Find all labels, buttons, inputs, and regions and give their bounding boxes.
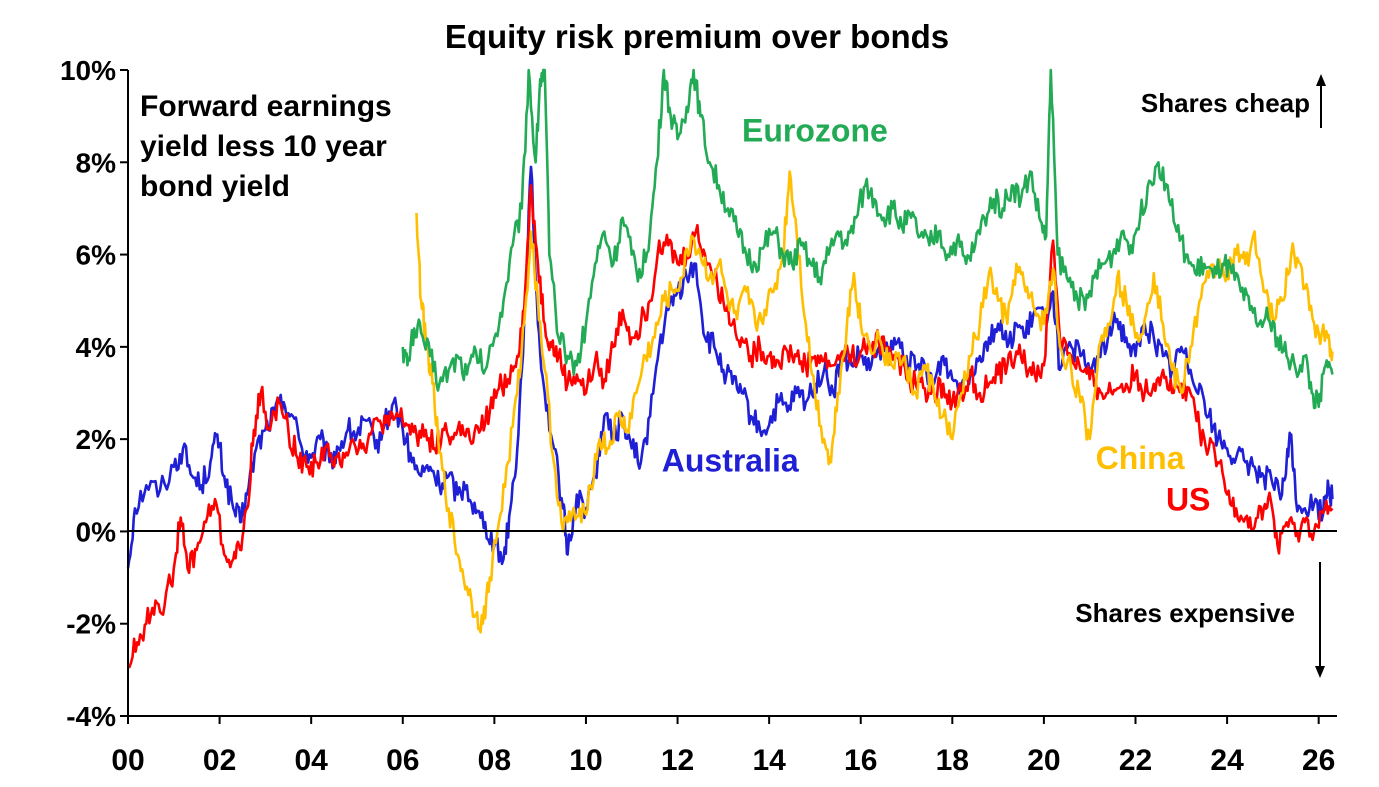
y-axis-ticks: -4% -2% 0% 2% 4% 6% 8% 10%: [60, 55, 128, 732]
chart-title: Equity risk premium over bonds: [445, 18, 949, 55]
y-tick-label: 2%: [76, 424, 117, 455]
x-tick-label: 00: [111, 744, 144, 777]
shares-cheap-label: Shares cheap: [1141, 88, 1310, 118]
x-tick-label: 02: [203, 744, 236, 777]
series-line-china: [415, 170, 1334, 634]
subtitle-line-3: bond yield: [140, 170, 290, 203]
x-tick-label: 16: [844, 744, 877, 777]
series-line-eurozone: [401, 68, 1334, 410]
series-labels: Eurozone Australia China US: [662, 113, 1211, 518]
y-tick-label: 0%: [76, 516, 117, 547]
y-tick-label: 4%: [76, 332, 117, 363]
series-line-us: [127, 184, 1334, 669]
series-line-australia: [126, 165, 1334, 569]
series-label-eurozone: Eurozone: [742, 113, 888, 149]
x-axis-ticks: 00 02 04 06 08 10 12 14 16 18 20 22 24 26: [111, 716, 1335, 777]
y-tick-label: -2%: [66, 609, 116, 640]
x-tick-label: 26: [1302, 744, 1335, 777]
x-tick-label: 24: [1210, 744, 1244, 777]
x-tick-label: 06: [386, 744, 419, 777]
x-tick-label: 12: [661, 744, 694, 777]
x-tick-label: 14: [752, 744, 786, 777]
subtitle-annotation: Forward earnings yield less 10 year bond…: [140, 90, 392, 203]
series-label-us: US: [1166, 482, 1210, 518]
subtitle-line-2: yield less 10 year: [140, 130, 387, 163]
up-arrow-icon: [1316, 74, 1326, 128]
x-tick-label: 10: [569, 744, 602, 777]
down-arrow-icon: [1315, 562, 1325, 678]
subtitle-line-1: Forward earnings: [140, 90, 392, 123]
shares-expensive-label: Shares expensive: [1075, 598, 1295, 628]
y-tick-label: -4%: [66, 701, 116, 732]
y-tick-label: 8%: [76, 147, 117, 178]
x-tick-label: 04: [294, 744, 328, 777]
plot-lines: [126, 68, 1334, 669]
series-label-china: China: [1096, 440, 1185, 476]
y-tick-label: 10%: [60, 55, 116, 86]
x-tick-label: 22: [1119, 744, 1152, 777]
series-label-australia: Australia: [662, 442, 799, 478]
x-tick-label: 08: [478, 744, 511, 777]
y-tick-label: 6%: [76, 240, 117, 271]
x-tick-label: 20: [1027, 744, 1060, 777]
x-tick-label: 18: [936, 744, 969, 777]
